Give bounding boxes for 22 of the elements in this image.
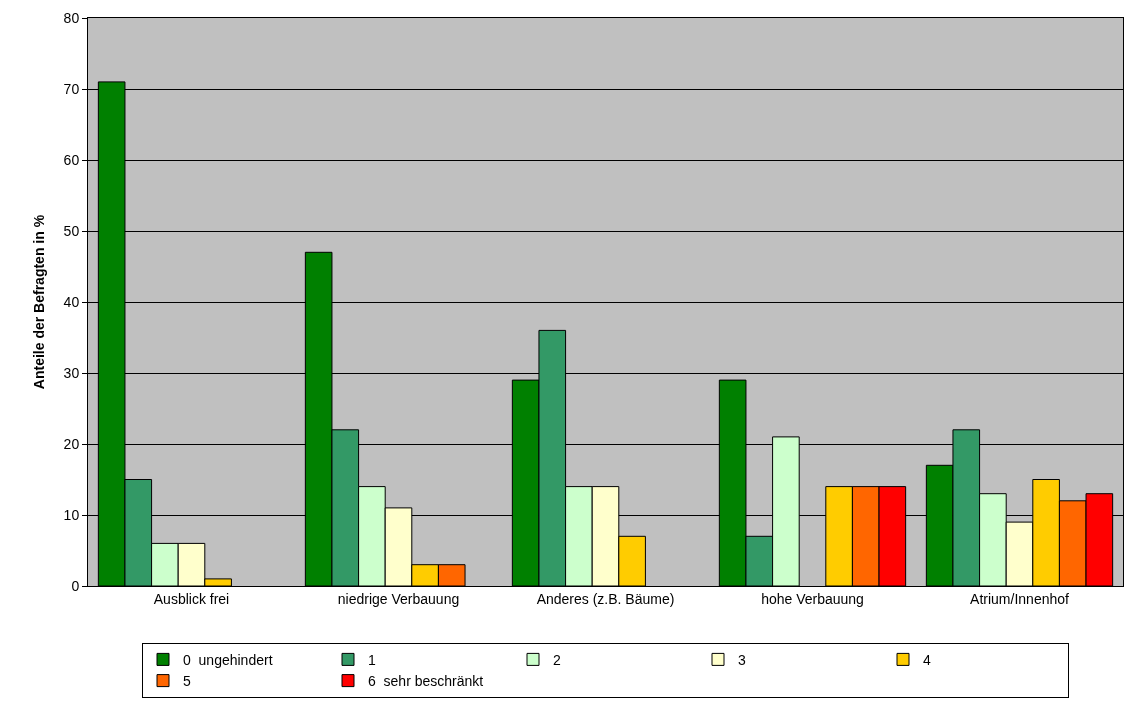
x-tick-label: Atrium/Innenhof (970, 590, 1070, 607)
x-tick-label: niedrige Verbauung (337, 590, 460, 607)
x-tick-label: hohe Verbauung (761, 590, 864, 607)
x-tick-label: Anderes (z.B. Bäume) (536, 590, 675, 607)
y-tick-label: 0 (71, 577, 80, 594)
y-axis-title: Anteile der Befragten in % (31, 214, 48, 390)
y-tick-label: 70 (63, 80, 80, 97)
y-tick-label: 20 (63, 435, 80, 452)
legend-label: 2 (553, 651, 561, 668)
legend-label: 5 (183, 673, 191, 690)
legend-label: 0 ungehindert (183, 651, 273, 668)
legend-label: 3 (738, 651, 746, 668)
y-tick-label: 50 (63, 222, 80, 239)
legend-label: 1 (368, 651, 376, 668)
y-tick-label: 40 (63, 293, 80, 310)
y-tick-label: 30 (63, 364, 80, 381)
y-tick-label: 80 (63, 9, 80, 26)
y-tick-label: 10 (63, 506, 80, 523)
legend-label: 6 sehr beschränkt (368, 673, 484, 690)
y-tick-label: 60 (63, 151, 80, 168)
legend-label: 4 (923, 651, 931, 668)
x-tick-label: Ausblick frei (153, 590, 230, 607)
